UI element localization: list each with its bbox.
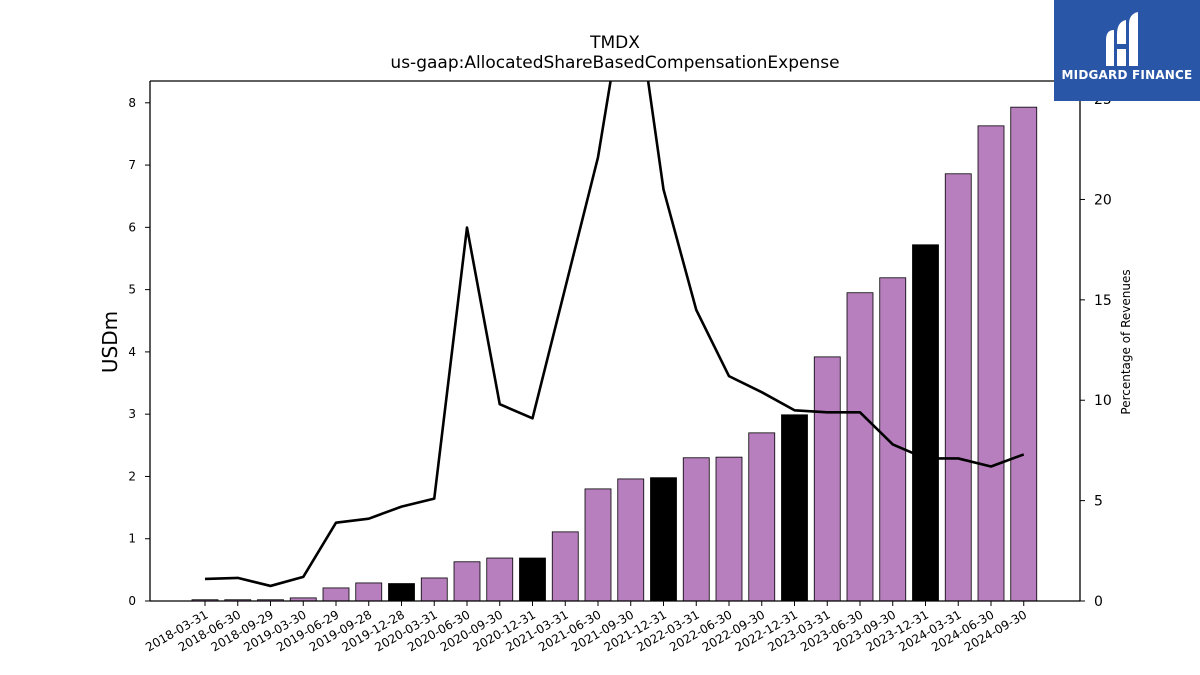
brand-logo: MIDGARD FINANCE xyxy=(1054,0,1200,101)
logo-text: MIDGARD FINANCE xyxy=(1061,68,1193,82)
y-tick-label: 0 xyxy=(128,594,136,608)
bar xyxy=(388,583,415,602)
y2-ticks: 0510152025 xyxy=(1080,92,1112,610)
bar xyxy=(715,456,743,602)
bar xyxy=(322,587,350,602)
bar xyxy=(453,561,481,602)
y2-tick-label: 0 xyxy=(1094,594,1103,610)
y2-tick-label: 15 xyxy=(1094,293,1112,309)
bar xyxy=(781,414,808,602)
bar xyxy=(682,457,710,602)
y-tick-label: 6 xyxy=(128,220,136,234)
y2-tick-label: 5 xyxy=(1094,494,1103,510)
chart-title: TMDX xyxy=(589,33,640,53)
bar xyxy=(748,432,776,602)
y-tick-label: 2 xyxy=(128,469,136,483)
bar xyxy=(355,582,383,602)
bar xyxy=(912,244,939,602)
y2-tick-label: 10 xyxy=(1094,393,1112,409)
bar xyxy=(519,557,546,602)
bar xyxy=(551,531,579,602)
y-tick-label: 1 xyxy=(128,532,136,546)
line-series xyxy=(204,81,1025,588)
axes xyxy=(149,80,1081,602)
y-tick-label: 8 xyxy=(128,96,136,110)
y-tick-label: 5 xyxy=(128,283,136,297)
bar xyxy=(486,557,514,602)
bar xyxy=(813,356,841,602)
chart-subtitle: us-gaap:AllocatedShareBasedCompensationE… xyxy=(390,53,839,73)
y2-axis-label: Percentage of Revenues xyxy=(1119,269,1133,414)
bar xyxy=(584,488,612,602)
bar xyxy=(650,477,677,602)
bar xyxy=(846,292,874,602)
bar xyxy=(420,577,448,602)
line-series-path xyxy=(204,81,1025,588)
y2-tick-label: 20 xyxy=(1094,192,1112,208)
bar xyxy=(977,125,1005,602)
y-tick-label: 3 xyxy=(128,407,136,421)
logo-mark-icon xyxy=(1106,12,1138,66)
bar xyxy=(1010,106,1038,602)
bar xyxy=(879,277,907,602)
x-ticks: 2018-03-312018-06-302018-09-292019-03-30… xyxy=(143,601,1029,654)
y-tick-label: 4 xyxy=(128,345,136,359)
y-tick-label: 7 xyxy=(128,158,136,172)
bar xyxy=(944,173,972,602)
y-ticks: 0 1 2 3 4 5 6 7 8 xyxy=(128,96,150,608)
bar-series xyxy=(191,106,1038,602)
bar xyxy=(617,478,645,602)
y-axis-label: USDm xyxy=(98,311,122,373)
